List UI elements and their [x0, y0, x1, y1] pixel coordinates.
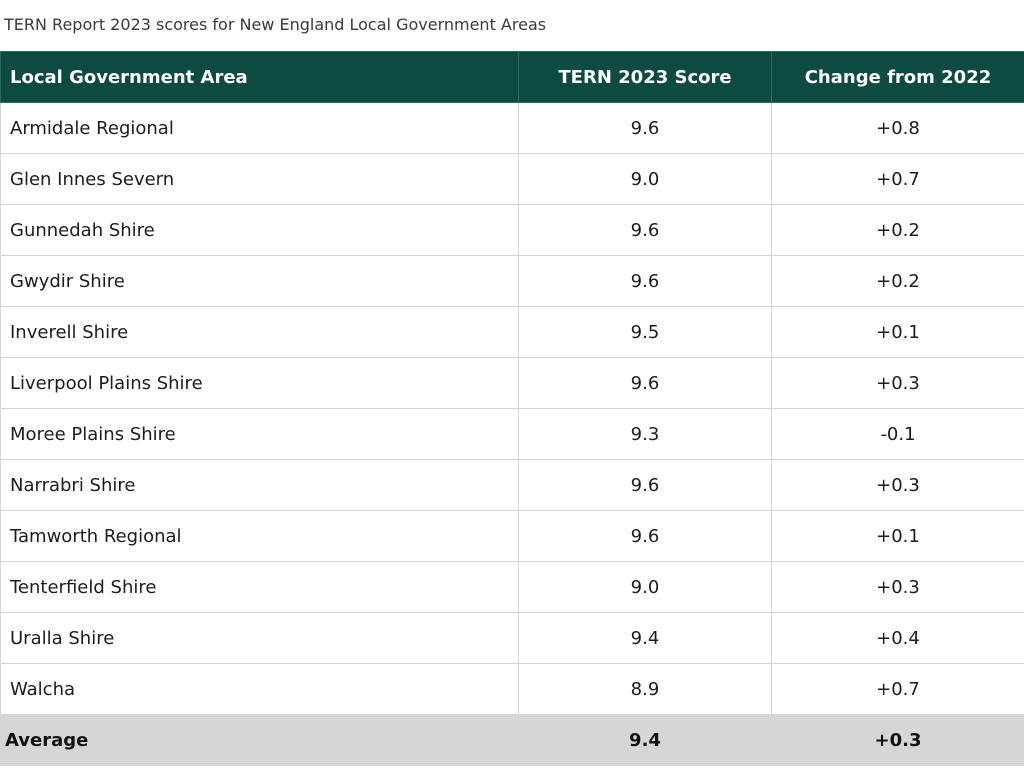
- average-row: Average 9.4 +0.3: [0, 714, 1024, 766]
- cell-lga: Glen Innes Severn: [0, 153, 519, 205]
- header-row: Local Government Area TERN 2023 Score Ch…: [0, 51, 1024, 103]
- table-row: Tamworth Regional 9.6 +0.1: [0, 510, 1024, 562]
- cell-change: +0.4: [771, 612, 1024, 664]
- scores-table: Local Government Area TERN 2023 Score Ch…: [0, 51, 1024, 766]
- average-score: 9.4: [518, 714, 772, 766]
- column-header-change: Change from 2022: [771, 51, 1024, 103]
- cell-score: 9.6: [518, 459, 772, 511]
- cell-lga: Tamworth Regional: [0, 510, 519, 562]
- cell-lga: Armidale Regional: [0, 102, 519, 154]
- cell-score: 8.9: [518, 663, 772, 715]
- cell-score: 9.6: [518, 510, 772, 562]
- cell-score: 9.3: [518, 408, 772, 460]
- cell-change: +0.3: [771, 357, 1024, 409]
- column-header-score: TERN 2023 Score: [518, 51, 772, 103]
- cell-lga: Gunnedah Shire: [0, 204, 519, 256]
- average-change: +0.3: [771, 714, 1024, 766]
- cell-lga: Gwydir Shire: [0, 255, 519, 307]
- cell-change: -0.1: [771, 408, 1024, 460]
- cell-change: +0.7: [771, 663, 1024, 715]
- cell-change: +0.3: [771, 459, 1024, 511]
- cell-lga: Inverell Shire: [0, 306, 519, 358]
- table-row: Walcha 8.9 +0.7: [0, 663, 1024, 715]
- cell-lga: Walcha: [0, 663, 519, 715]
- table-row: Uralla Shire 9.4 +0.4: [0, 612, 1024, 664]
- table-row: Gunnedah Shire 9.6 +0.2: [0, 204, 1024, 256]
- table-row: Inverell Shire 9.5 +0.1: [0, 306, 1024, 358]
- cell-change: +0.3: [771, 561, 1024, 613]
- table-caption: TERN Report 2023 scores for New England …: [4, 15, 547, 34]
- cell-change: +0.1: [771, 510, 1024, 562]
- cell-lga: Uralla Shire: [0, 612, 519, 664]
- cell-change: +0.1: [771, 306, 1024, 358]
- cell-score: 9.6: [518, 204, 772, 256]
- cell-score: 9.6: [518, 357, 772, 409]
- table-row: Tenterfield Shire 9.0 +0.3: [0, 561, 1024, 613]
- cell-lga: Moree Plains Shire: [0, 408, 519, 460]
- table-row: Moree Plains Shire 9.3 -0.1: [0, 408, 1024, 460]
- cell-lga: Tenterfield Shire: [0, 561, 519, 613]
- cell-lga: Liverpool Plains Shire: [0, 357, 519, 409]
- cell-change: +0.8: [771, 102, 1024, 154]
- cell-change: +0.7: [771, 153, 1024, 205]
- table-row: Armidale Regional 9.6 +0.8: [0, 102, 1024, 154]
- cell-change: +0.2: [771, 255, 1024, 307]
- cell-score: 9.6: [518, 102, 772, 154]
- table-row: Liverpool Plains Shire 9.6 +0.3: [0, 357, 1024, 409]
- cell-score: 9.5: [518, 306, 772, 358]
- cell-score: 9.4: [518, 612, 772, 664]
- average-label: Average: [0, 714, 519, 766]
- table-row: Gwydir Shire 9.6 +0.2: [0, 255, 1024, 307]
- cell-score: 9.0: [518, 153, 772, 205]
- cell-score: 9.6: [518, 255, 772, 307]
- cell-score: 9.0: [518, 561, 772, 613]
- column-header-lga: Local Government Area: [0, 51, 519, 103]
- table-row: Narrabri Shire 9.6 +0.3: [0, 459, 1024, 511]
- table-row: Glen Innes Severn 9.0 +0.7: [0, 153, 1024, 205]
- cell-change: +0.2: [771, 204, 1024, 256]
- cell-lga: Narrabri Shire: [0, 459, 519, 511]
